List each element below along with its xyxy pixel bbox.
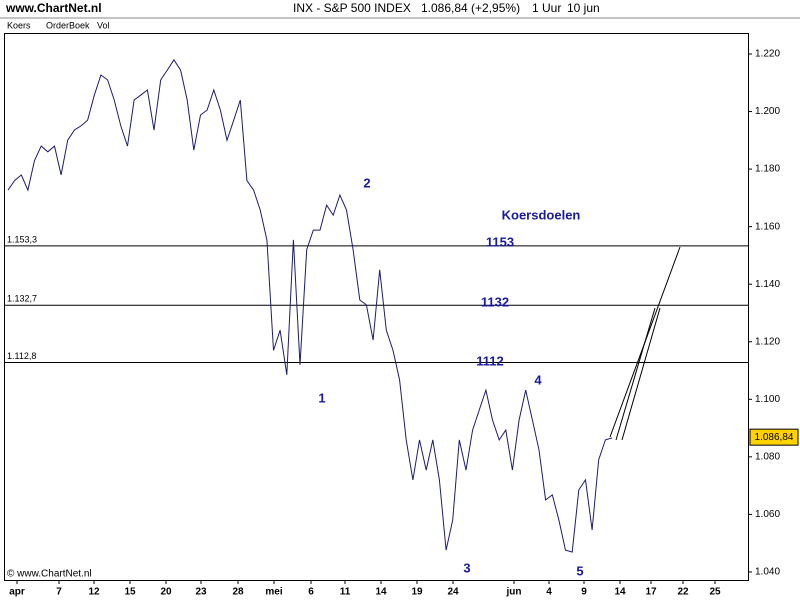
target-label: 1132	[481, 294, 509, 309]
price-line	[7, 58, 613, 553]
y-tick-label: 1.220	[755, 49, 780, 60]
y-tick-label: 1.180	[755, 164, 780, 175]
target-label: 1112	[476, 353, 504, 368]
target-label: 1153	[486, 234, 514, 249]
target-title: Koersdoelen	[502, 207, 581, 222]
instrument: INX - S&P 500 INDEX	[293, 1, 411, 15]
x-tick-label: 7	[56, 587, 62, 598]
y-tick-label: 1.140	[755, 279, 780, 290]
x-tick-label: 11	[340, 587, 351, 598]
x-tick-label: 4	[546, 587, 552, 598]
wave-label: 5	[576, 563, 583, 578]
last-quote: 1.086,84 (+2,95%)	[421, 1, 520, 15]
x-tick-label: jun	[506, 587, 522, 598]
y-tick-label: 1.200	[755, 106, 780, 117]
level-label: 1.132,7	[7, 294, 37, 304]
copyright: © www.ChartNet.nl	[7, 569, 92, 580]
tab[interactable]: OrderBoek	[46, 20, 90, 30]
x-tick-label: 6	[308, 587, 314, 598]
x-tick-label: 14	[614, 587, 626, 598]
wave-label: 1	[318, 390, 325, 405]
y-tick-label: 1.100	[755, 394, 780, 405]
last-price-label: 1.086,84	[755, 432, 794, 443]
y-tick-label: 1.040	[755, 567, 780, 578]
x-tick-label: 24	[447, 587, 459, 598]
level-label: 1.153,3	[7, 234, 37, 244]
x-tick-label: 28	[232, 587, 244, 598]
interval: 1 Uur	[532, 1, 561, 15]
x-tick-label: apr	[9, 587, 25, 598]
x-tick-label: 12	[88, 587, 100, 598]
y-tick-label: 1.160	[755, 221, 780, 232]
x-tick-label: 17	[645, 587, 657, 598]
wave-label: 4	[534, 372, 542, 387]
x-tick-label: 20	[160, 587, 172, 598]
plot-frame	[4, 33, 749, 581]
date: 10 jun	[567, 1, 600, 15]
x-tick-label: 25	[709, 587, 721, 598]
x-tick-label: mei	[265, 587, 282, 598]
x-tick-label: 15	[124, 587, 136, 598]
x-tick-label: 22	[677, 587, 689, 598]
tab[interactable]: Koers	[7, 20, 31, 30]
wave-label: 2	[363, 175, 370, 190]
site: www.ChartNet.nl	[5, 1, 102, 15]
wave-label: 3	[463, 560, 470, 575]
y-tick-label: 1.120	[755, 336, 780, 347]
target-lines	[609, 246, 681, 441]
y-tick-label: 1.060	[755, 509, 780, 520]
x-tick-label: 23	[195, 587, 207, 598]
tab[interactable]: Vol	[97, 20, 110, 30]
level-label: 1.112,8	[7, 351, 36, 361]
x-tick-label: 14	[375, 587, 387, 598]
last-price-box	[749, 428, 799, 446]
x-tick-label: 9	[581, 587, 587, 598]
x-tick-label: 19	[411, 587, 423, 598]
y-tick-label: 1.080	[755, 451, 780, 462]
